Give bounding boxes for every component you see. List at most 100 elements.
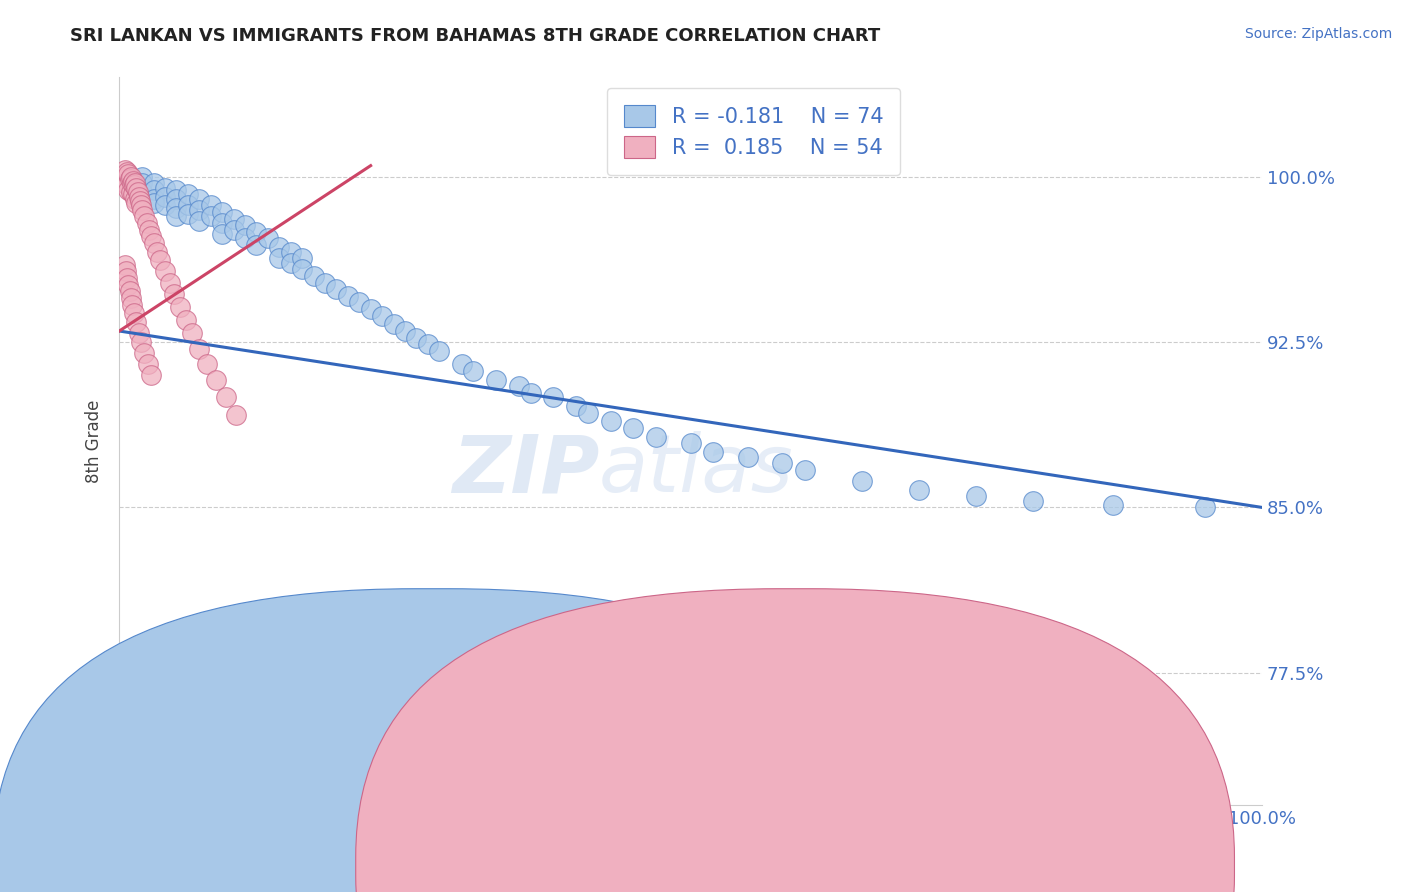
Point bbox=[245, 225, 267, 239]
Point bbox=[142, 183, 165, 197]
Point bbox=[382, 318, 405, 332]
Point bbox=[565, 399, 588, 413]
Point bbox=[163, 286, 186, 301]
Point bbox=[142, 176, 165, 190]
Y-axis label: 8th Grade: 8th Grade bbox=[86, 400, 103, 483]
Point bbox=[211, 216, 233, 230]
Point bbox=[576, 406, 599, 420]
Point bbox=[702, 445, 724, 459]
Point bbox=[122, 306, 145, 320]
Point bbox=[136, 357, 159, 371]
Point bbox=[117, 277, 139, 292]
Point bbox=[114, 176, 136, 190]
Point bbox=[233, 231, 256, 245]
Point bbox=[120, 291, 142, 305]
Point bbox=[153, 198, 176, 212]
Point bbox=[121, 297, 143, 311]
Legend: R = -0.181    N = 74, R =  0.185    N = 54: R = -0.181 N = 74, R = 0.185 N = 54 bbox=[607, 87, 900, 175]
Point bbox=[142, 235, 165, 250]
Point bbox=[508, 379, 530, 393]
Point bbox=[141, 368, 163, 383]
Point bbox=[908, 483, 931, 497]
Point bbox=[360, 301, 382, 316]
Point bbox=[135, 216, 157, 230]
Point bbox=[134, 346, 156, 360]
Point bbox=[174, 313, 197, 327]
Point bbox=[159, 276, 181, 290]
Point bbox=[117, 178, 139, 193]
Point bbox=[131, 185, 153, 199]
Point bbox=[121, 176, 143, 190]
Point bbox=[125, 196, 148, 211]
Point bbox=[131, 176, 153, 190]
Point bbox=[200, 198, 222, 212]
Point bbox=[200, 210, 222, 224]
Point bbox=[211, 227, 233, 241]
Point bbox=[222, 211, 245, 226]
Point bbox=[793, 463, 815, 477]
Point bbox=[125, 315, 148, 329]
Point bbox=[117, 271, 139, 285]
Point bbox=[131, 202, 153, 217]
Point bbox=[117, 168, 139, 182]
Point bbox=[233, 218, 256, 232]
Point bbox=[211, 205, 233, 219]
Point bbox=[519, 385, 541, 400]
Point bbox=[120, 174, 142, 188]
Point bbox=[269, 252, 291, 266]
Point bbox=[195, 357, 218, 371]
Point bbox=[280, 244, 302, 259]
Point bbox=[146, 244, 169, 259]
Point bbox=[188, 192, 211, 206]
Point bbox=[851, 474, 873, 488]
Point bbox=[122, 178, 145, 193]
Point bbox=[291, 252, 314, 266]
Point bbox=[225, 408, 247, 422]
Point bbox=[169, 300, 191, 314]
Point bbox=[134, 210, 156, 224]
Point bbox=[205, 372, 228, 386]
Point bbox=[141, 229, 163, 244]
Point bbox=[177, 198, 200, 212]
Text: ZIP: ZIP bbox=[451, 432, 599, 509]
Point bbox=[129, 334, 152, 349]
Point bbox=[114, 258, 136, 272]
Point bbox=[245, 238, 267, 252]
Point bbox=[117, 165, 139, 179]
Text: atlas: atlas bbox=[599, 432, 794, 509]
Point bbox=[120, 185, 142, 199]
Point bbox=[124, 192, 146, 206]
Point bbox=[394, 324, 416, 338]
Point bbox=[214, 390, 236, 404]
Point bbox=[222, 222, 245, 236]
Point bbox=[117, 183, 139, 197]
Point bbox=[291, 262, 314, 277]
Text: Immigrants from Bahamas: Immigrants from Bahamas bbox=[768, 855, 990, 873]
Point bbox=[405, 331, 427, 345]
Point bbox=[188, 202, 211, 217]
Point bbox=[256, 231, 278, 245]
Point bbox=[679, 436, 702, 450]
Point bbox=[120, 169, 142, 184]
Point bbox=[302, 268, 325, 283]
Point bbox=[623, 421, 645, 435]
Point bbox=[118, 172, 141, 186]
Point bbox=[153, 264, 176, 278]
Point bbox=[645, 430, 668, 444]
Point bbox=[138, 222, 160, 236]
Point bbox=[485, 372, 508, 386]
Point bbox=[737, 450, 759, 464]
Point bbox=[451, 357, 474, 371]
Point bbox=[177, 187, 200, 202]
Point bbox=[128, 194, 150, 208]
Point bbox=[153, 189, 176, 203]
Text: Sri Lankans: Sri Lankans bbox=[472, 855, 568, 873]
Point bbox=[131, 169, 153, 184]
Point bbox=[122, 174, 145, 188]
Point bbox=[188, 342, 211, 356]
Point bbox=[124, 176, 146, 190]
Point bbox=[336, 289, 359, 303]
Point bbox=[142, 196, 165, 211]
Point bbox=[177, 207, 200, 221]
Point bbox=[188, 213, 211, 227]
